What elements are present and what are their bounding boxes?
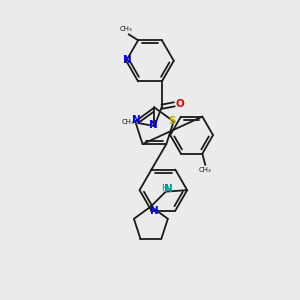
- Text: N: N: [164, 184, 173, 194]
- Text: CH₃: CH₃: [122, 118, 134, 124]
- Text: N: N: [150, 206, 159, 216]
- Text: H: H: [161, 184, 168, 193]
- Text: S: S: [168, 116, 176, 127]
- Text: O: O: [175, 99, 184, 109]
- Text: N: N: [149, 120, 158, 130]
- Text: CH₃: CH₃: [120, 26, 133, 32]
- Text: CH₃: CH₃: [199, 167, 212, 173]
- Text: N: N: [132, 115, 141, 125]
- Text: N: N: [123, 55, 132, 65]
